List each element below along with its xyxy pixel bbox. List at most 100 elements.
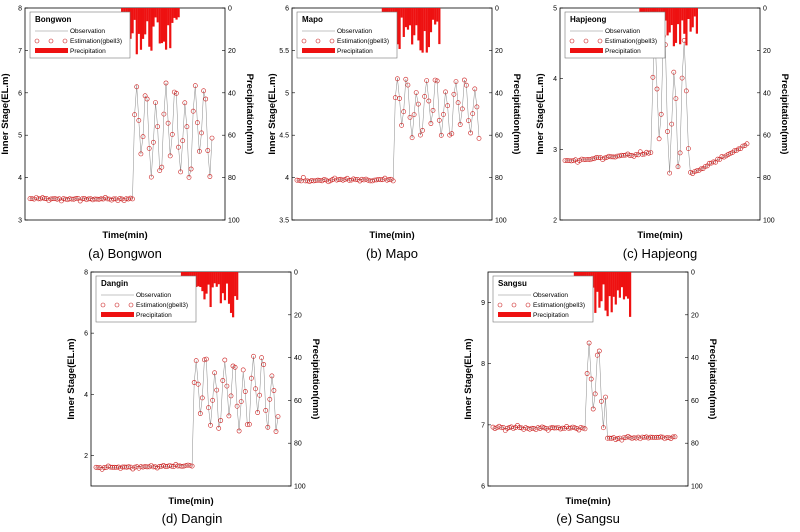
estimation-point <box>353 177 358 183</box>
estimation-point <box>443 89 448 95</box>
precip-bar <box>596 272 599 292</box>
estimation-point <box>511 425 516 431</box>
y2-tick-label: 80 <box>294 441 302 448</box>
estimation-point <box>117 195 123 201</box>
estimation-point <box>457 122 463 127</box>
estimation-point <box>163 80 169 86</box>
estimation-point <box>161 111 167 117</box>
estimation-point <box>673 96 679 101</box>
precip-bar <box>600 272 603 302</box>
precip-bar <box>620 272 624 288</box>
y2-tick-label: 80 <box>228 175 236 182</box>
y-axis-label: Inner Stage(EL.m) <box>267 73 278 154</box>
estimation-point <box>212 370 217 376</box>
legend-estimation: Estimation(gbell3) <box>136 302 188 309</box>
legend-estimation-swatch <box>329 38 335 44</box>
estimation-point <box>191 380 197 385</box>
estimation-point <box>424 78 430 83</box>
y-tick-label: 5 <box>553 6 557 13</box>
estimation-point <box>390 178 396 184</box>
estimation-point <box>599 398 604 404</box>
estimation-point <box>470 111 476 117</box>
estimation-point <box>130 196 135 202</box>
legend-estimation: Estimation(gbell3) <box>337 38 389 45</box>
estimation-point <box>240 367 246 373</box>
estimation-point <box>698 166 704 172</box>
precip-bar <box>223 272 227 301</box>
estimation-point <box>271 388 277 393</box>
y2-tick-label: 40 <box>495 90 503 97</box>
estimation-point <box>148 174 154 180</box>
estimation-point <box>596 155 601 160</box>
chart-sangsu: 6 7 8 9 0 20 40 60 80 100 Time(min) Inner Stage(EL.… <box>463 270 718 527</box>
estimation-point <box>669 121 675 127</box>
estimation-point <box>468 130 473 136</box>
x-axis-label: Time(min) <box>168 496 213 507</box>
precip-bar <box>624 272 628 297</box>
y2-axis-label: Precipitation(mm) <box>707 339 718 420</box>
estimation-point <box>415 101 421 107</box>
y-tick-label: 4 <box>285 175 289 182</box>
estimation-point <box>430 108 436 113</box>
precip-bar <box>612 272 615 297</box>
estimation-point <box>111 196 117 202</box>
estimation-point <box>702 164 708 169</box>
legend-estimation-swatch <box>525 302 531 308</box>
estimation-point <box>42 196 47 201</box>
precip-bar <box>137 8 140 34</box>
precip-bar <box>602 272 605 285</box>
estimation-point <box>263 407 269 413</box>
estimation-point <box>253 386 258 392</box>
observation-line <box>564 31 748 175</box>
chart-caption: (c) Hapjeong <box>623 246 697 261</box>
estimation-point <box>401 109 407 115</box>
estimation-point <box>236 428 242 434</box>
estimation-point <box>504 425 510 431</box>
observation-line <box>296 78 480 182</box>
legend-estimation: Estimation(gbell3) <box>605 38 657 45</box>
precip-bar <box>695 8 698 34</box>
estimation-point <box>105 196 110 202</box>
estimation-point <box>195 381 201 387</box>
y-tick-label: 8 <box>481 361 485 368</box>
precip-bar <box>146 8 149 22</box>
estimation-point <box>584 371 590 376</box>
precip-bar <box>606 272 609 317</box>
y-tick-label: 6 <box>84 331 88 338</box>
estimation-point <box>157 168 163 173</box>
y2-tick-label: 40 <box>294 355 302 362</box>
estimation-point <box>711 159 716 165</box>
estimation-point <box>226 413 232 419</box>
legend-precipitation-swatch <box>570 48 603 53</box>
estimation-point <box>677 150 683 156</box>
estimation-point <box>434 78 440 84</box>
estimation-point <box>650 74 656 80</box>
precip-bar <box>175 8 178 20</box>
precip-bar <box>131 8 134 34</box>
estimation-point <box>686 146 691 151</box>
chart-caption: (b) Mapo <box>366 246 418 261</box>
precip-bar <box>679 8 682 45</box>
estimation-point <box>633 151 639 157</box>
estimation-point <box>208 422 213 428</box>
precip-bar <box>604 272 607 311</box>
y-axis-label: Inner Stage(EL.m) <box>66 338 77 419</box>
estimation-point <box>405 82 411 88</box>
estimation-point <box>572 425 578 431</box>
legend-estimation-swatch <box>34 38 40 44</box>
y-tick-label: 2 <box>553 218 557 225</box>
estimation-point <box>646 150 652 156</box>
precip-bar <box>158 8 161 44</box>
estimation-point <box>592 391 598 397</box>
estimation-point <box>194 120 200 126</box>
y2-tick-label: 80 <box>691 441 699 448</box>
precip-bar <box>434 8 437 25</box>
legend-estimation-swatch <box>583 38 589 44</box>
y2-tick-label: 0 <box>294 270 298 277</box>
precip-bar <box>201 272 204 292</box>
estimation-point <box>210 397 215 403</box>
chart-caption: (a) Bongwon <box>88 246 162 261</box>
estimation-point <box>238 399 244 404</box>
estimation-point <box>138 151 144 157</box>
